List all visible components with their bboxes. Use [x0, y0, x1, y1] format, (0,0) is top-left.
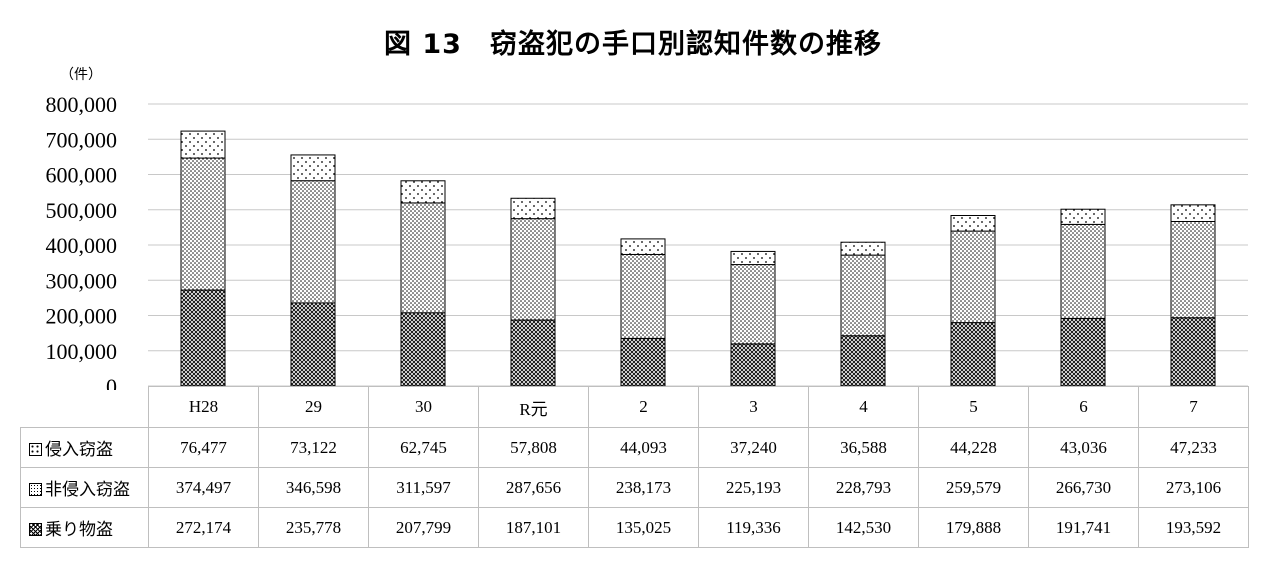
bar-segment — [180, 157, 226, 291]
data-label: 57,808 — [478, 427, 589, 468]
y-tick-label: 800,000 — [46, 92, 118, 117]
data-label: 44,093 — [588, 427, 699, 468]
x-category-label: 29 — [258, 386, 369, 428]
bar-segment — [1060, 223, 1106, 319]
bar-segment — [180, 130, 226, 159]
series-name: 非侵入窃盗 — [45, 480, 130, 500]
legend-swatch — [29, 523, 42, 536]
data-label: 272,174 — [148, 507, 259, 548]
data-label: 119,336 — [698, 507, 809, 548]
bar-segment — [620, 238, 666, 255]
x-category-label: 4 — [808, 386, 919, 428]
table-row: 非侵入窃盗 374,497 346,598 311,597 287,656 238,173… — [20, 467, 1249, 508]
bar-segment — [510, 319, 556, 387]
x-category-label: 30 — [368, 386, 479, 428]
x-category-label: H28 — [148, 386, 259, 428]
data-label: 37,240 — [698, 427, 809, 468]
chart-title: 図 13 窃盗犯の手口別認知件数の推移 — [384, 29, 882, 60]
data-label: 135,025 — [588, 507, 699, 548]
x-category-label: R元 — [478, 386, 589, 428]
y-tick-label: 400,000 — [46, 233, 118, 258]
series-name: 乗り物盗 — [45, 520, 113, 540]
bar-segment — [840, 254, 886, 337]
y-tick-label: 600,000 — [46, 163, 118, 188]
y-tick-label: 0 — [106, 374, 117, 390]
bar-segment — [730, 343, 776, 387]
legend-row-header: 侵入窃盗 — [20, 427, 149, 468]
bar-segment — [620, 337, 666, 387]
data-label: 311,597 — [368, 467, 479, 508]
data-label: 191,741 — [1028, 507, 1139, 548]
x-category-label: 2 — [588, 386, 699, 428]
bar-segment — [510, 197, 556, 220]
data-label: 259,579 — [918, 467, 1029, 508]
data-label: 44,228 — [918, 427, 1029, 468]
bar-segment — [620, 253, 666, 339]
x-category-label: 7 — [1138, 386, 1249, 428]
bar-segment — [290, 180, 336, 304]
data-label: 346,598 — [258, 467, 369, 508]
legend-swatch — [29, 443, 42, 456]
data-label: 228,793 — [808, 467, 919, 508]
bar-segment — [400, 312, 446, 387]
legend-row-header: 非侵入窃盗 — [20, 467, 149, 508]
data-label: 238,173 — [588, 467, 699, 508]
data-label: 374,497 — [148, 467, 259, 508]
data-label: 76,477 — [148, 427, 259, 468]
bar-segment — [510, 218, 556, 321]
data-label: 193,592 — [1138, 507, 1249, 548]
data-label: 225,193 — [698, 467, 809, 508]
bar-segment — [1170, 317, 1216, 387]
x-category-label: 3 — [698, 386, 809, 428]
category-row: H28 29 30 R元 2 3 4 5 6 7 — [20, 386, 1249, 428]
bar-segment — [1060, 317, 1106, 387]
data-label: 43,036 — [1028, 427, 1139, 468]
data-label: 266,730 — [1028, 467, 1139, 508]
data-label: 73,122 — [258, 427, 369, 468]
y-tick-label: 500,000 — [46, 198, 118, 223]
bar-segment — [730, 250, 776, 266]
data-label: 235,778 — [258, 507, 369, 548]
bar-segment — [1170, 220, 1216, 319]
x-category-label: 6 — [1028, 386, 1139, 428]
data-table: H28 29 30 R元 2 3 4 5 6 7 侵入窃盗 76,477 73,122 62,745 57,… — [20, 386, 1249, 548]
bars — [180, 130, 1216, 387]
bar-segment — [290, 154, 336, 182]
bar-segment — [840, 241, 886, 256]
table-row: 乗り物盗 272,174 235,778 207,799 187,101 135,025 1… — [20, 507, 1249, 548]
bar-segment — [730, 264, 776, 345]
bar-segment — [180, 289, 226, 387]
bar-segment — [400, 180, 446, 204]
y-tick-label: 700,000 — [46, 127, 118, 152]
legend-swatch — [29, 483, 42, 496]
bar-segment — [950, 214, 996, 232]
y-axis-ticks: 0 100,000 200,000 300,000 400,000 500,000 600,… — [46, 92, 118, 390]
y-tick-label: 100,000 — [46, 339, 118, 364]
data-label: 287,656 — [478, 467, 589, 508]
table-row: 侵入窃盗 76,477 73,122 62,745 57,808 44,093 37,240… — [20, 427, 1249, 468]
bar-segment — [290, 302, 336, 387]
bar-segment — [950, 230, 996, 324]
y-axis-unit: （件） — [60, 67, 102, 83]
bar-segment — [1170, 204, 1216, 222]
series-name: 侵入窃盗 — [45, 440, 113, 460]
bar-segment — [950, 322, 996, 387]
stacked-bar-chart: （件） 0 100,000 200,000 300,000 400,000 500,000… — [46, 67, 1248, 390]
data-label: 142,530 — [808, 507, 919, 548]
y-tick-label: 300,000 — [46, 268, 118, 293]
y-tick-label: 200,000 — [46, 304, 118, 329]
data-label: 273,106 — [1138, 467, 1249, 508]
bar-segment — [840, 335, 886, 387]
bar-segment — [400, 202, 446, 314]
table-corner — [20, 386, 149, 428]
data-label: 47,233 — [1138, 427, 1249, 468]
data-label: 179,888 — [918, 507, 1029, 548]
data-label: 62,745 — [368, 427, 479, 468]
legend-row-header: 乗り物盗 — [20, 507, 149, 548]
x-category-label: 5 — [918, 386, 1029, 428]
bar-segment — [1060, 208, 1106, 225]
data-label: 187,101 — [478, 507, 589, 548]
data-label: 207,799 — [368, 507, 479, 548]
data-label: 36,588 — [808, 427, 919, 468]
